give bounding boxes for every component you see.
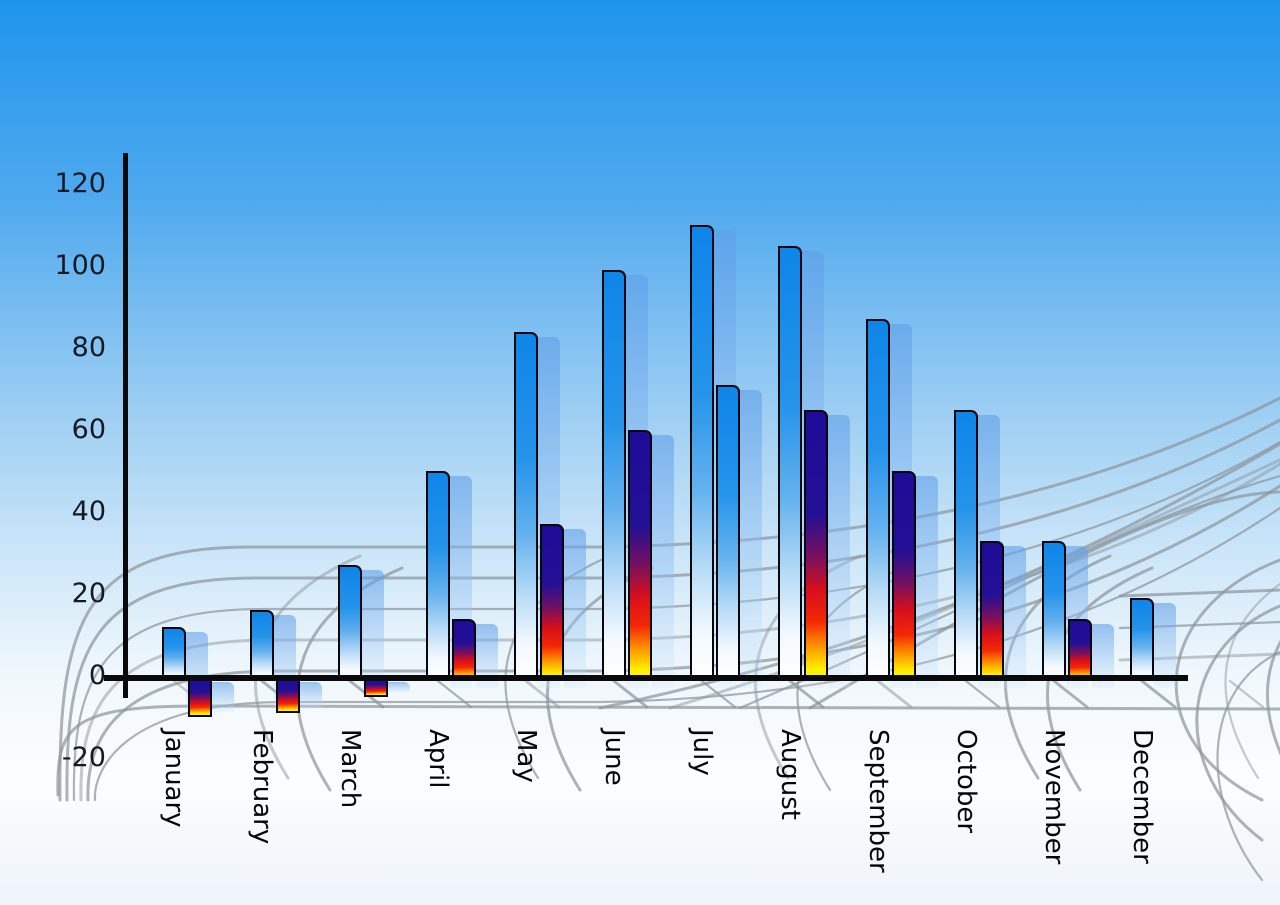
bar-april-secondary <box>452 618 476 680</box>
bar-january-secondary-shadow <box>212 682 234 712</box>
bar-august-secondary <box>804 409 828 680</box>
bar-september-primary <box>866 319 890 680</box>
y-axis-tick-label-60: 60 <box>71 413 106 445</box>
bar-july-secondary-shadow <box>740 389 762 688</box>
bar-january-primary <box>162 626 186 680</box>
bar-november-primary <box>1042 540 1066 680</box>
grid-line <box>524 679 561 709</box>
bar-september-secondary-shadow <box>916 476 938 688</box>
y-axis-tick-label-120: 120 <box>54 167 106 199</box>
bar-june-secondary <box>628 430 652 680</box>
grid-line <box>876 679 913 709</box>
month-label-march: March <box>335 729 365 809</box>
grid-line <box>788 679 825 709</box>
x-axis-zero-line <box>104 675 1188 681</box>
month-label-june: June <box>599 729 629 786</box>
bar-november-secondary-shadow <box>1092 623 1114 688</box>
bar-april-primary <box>426 471 450 680</box>
bar-october-secondary <box>980 540 1004 680</box>
bar-may-primary <box>514 331 538 680</box>
bar-march-primary <box>338 565 362 680</box>
bar-august-primary <box>778 245 802 680</box>
y-axis-tick-label-20: 20 <box>71 577 106 609</box>
grid-line <box>1266 640 1280 756</box>
bar-august-secondary-shadow <box>828 414 850 688</box>
bar-may-secondary <box>540 524 564 680</box>
bar-february-primary <box>250 610 274 680</box>
bar-march-secondary-shadow <box>388 682 410 692</box>
grid-line <box>436 679 473 709</box>
month-label-may: May <box>511 729 541 783</box>
bar-december-primary-shadow <box>1154 603 1176 688</box>
bar-july-primary <box>690 225 714 680</box>
grid-line <box>86 484 1280 802</box>
month-label-december: December <box>1127 729 1157 864</box>
bar-may-secondary-shadow <box>564 529 586 688</box>
y-axis-line <box>123 153 128 698</box>
bar-october-secondary-shadow <box>1004 545 1026 688</box>
bar-february-secondary <box>276 678 300 713</box>
y-axis-tick-label-0: 0 <box>88 659 106 691</box>
y-axis-tick-label--20: -20 <box>61 741 106 773</box>
bar-september-secondary <box>892 471 916 680</box>
grid-line <box>1118 588 1280 598</box>
grid-line <box>1195 604 1280 842</box>
bar-june-primary <box>602 270 626 680</box>
bar-march-secondary <box>364 678 388 697</box>
grid-line <box>1216 650 1280 882</box>
month-label-january: January <box>159 729 189 828</box>
y-axis-tick-label-80: 80 <box>71 331 106 363</box>
bar-october-primary <box>954 409 978 680</box>
grid-line <box>1224 582 1280 780</box>
month-label-august: August <box>775 729 805 820</box>
bar-february-secondary-shadow <box>300 682 322 708</box>
month-label-april: April <box>423 729 453 789</box>
grid-line <box>1052 679 1089 709</box>
bar-december-primary <box>1130 598 1154 680</box>
grid-line <box>612 679 649 709</box>
grid-line <box>700 679 737 709</box>
month-label-november: November <box>1039 729 1069 865</box>
bar-july-secondary <box>716 384 740 680</box>
grid-line <box>964 679 1001 709</box>
bar-march-primary-shadow <box>362 570 384 691</box>
grid-line <box>56 704 1280 797</box>
bar-april-secondary-shadow <box>476 623 498 688</box>
month-label-july: July <box>687 729 717 776</box>
bar-november-secondary <box>1068 618 1092 680</box>
grid-line <box>1140 679 1177 709</box>
y-axis-tick-label-100: 100 <box>54 249 106 281</box>
bar-january-secondary <box>188 678 212 717</box>
grid-line <box>1228 679 1265 709</box>
month-label-september: September <box>863 729 893 873</box>
month-label-february: February <box>247 729 277 845</box>
y-axis-tick-label-40: 40 <box>71 495 106 527</box>
month-label-october: October <box>951 729 981 834</box>
bar-june-secondary-shadow <box>652 435 674 688</box>
